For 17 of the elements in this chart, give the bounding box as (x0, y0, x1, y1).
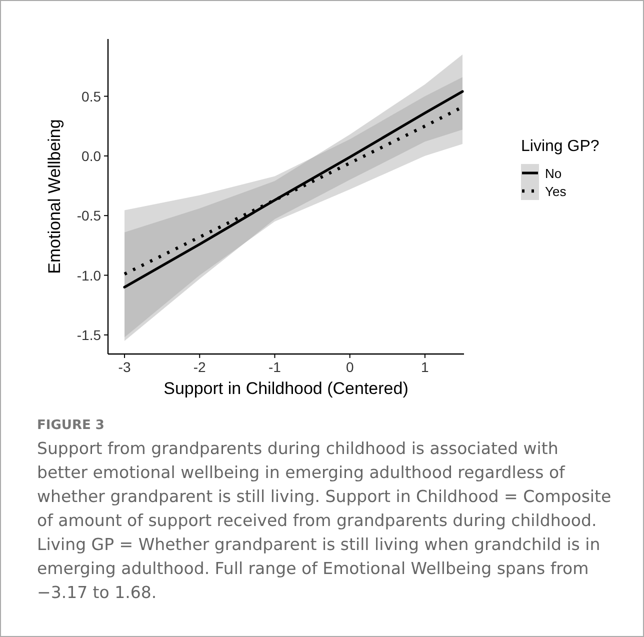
x-tick-label: 1 (421, 359, 430, 375)
y-tick-label: -1.0 (76, 267, 102, 284)
y-tick-label: -0.5 (76, 208, 102, 224)
x-tick-label: -1 (268, 359, 282, 375)
text: Support from grandparents during childhood is associated with better emotional wellbeing in emerging adulthood regardless of whether grandparent is still living. Support in Childhood = Composite of amount of support received from grandparents during childhood. Living GP = Whether grandparent is still living when grandchild is in emerging adulthood. Full range of Emotional Wellbeing spans from −3.17 to 1.68. (37, 438, 612, 604)
y-tick-label: 0.5 (82, 88, 102, 104)
x-tick-label: -2 (193, 359, 206, 375)
legend-title: Living GP? (521, 138, 600, 155)
y-axis-title: Emotional Wellbeing (45, 119, 64, 274)
x-axis-title: Support in Childhood (Centered) (164, 379, 408, 398)
y-tick-label: -1.5 (76, 326, 102, 343)
x-tick-label: -3 (118, 359, 131, 375)
legend-label: No (545, 166, 562, 181)
y-tick-label: 0.0 (82, 148, 102, 164)
x-tick-label: 0 (346, 359, 354, 375)
legend-label: Yes (545, 184, 567, 199)
caption: FIGURE 3 (37, 418, 106, 433)
